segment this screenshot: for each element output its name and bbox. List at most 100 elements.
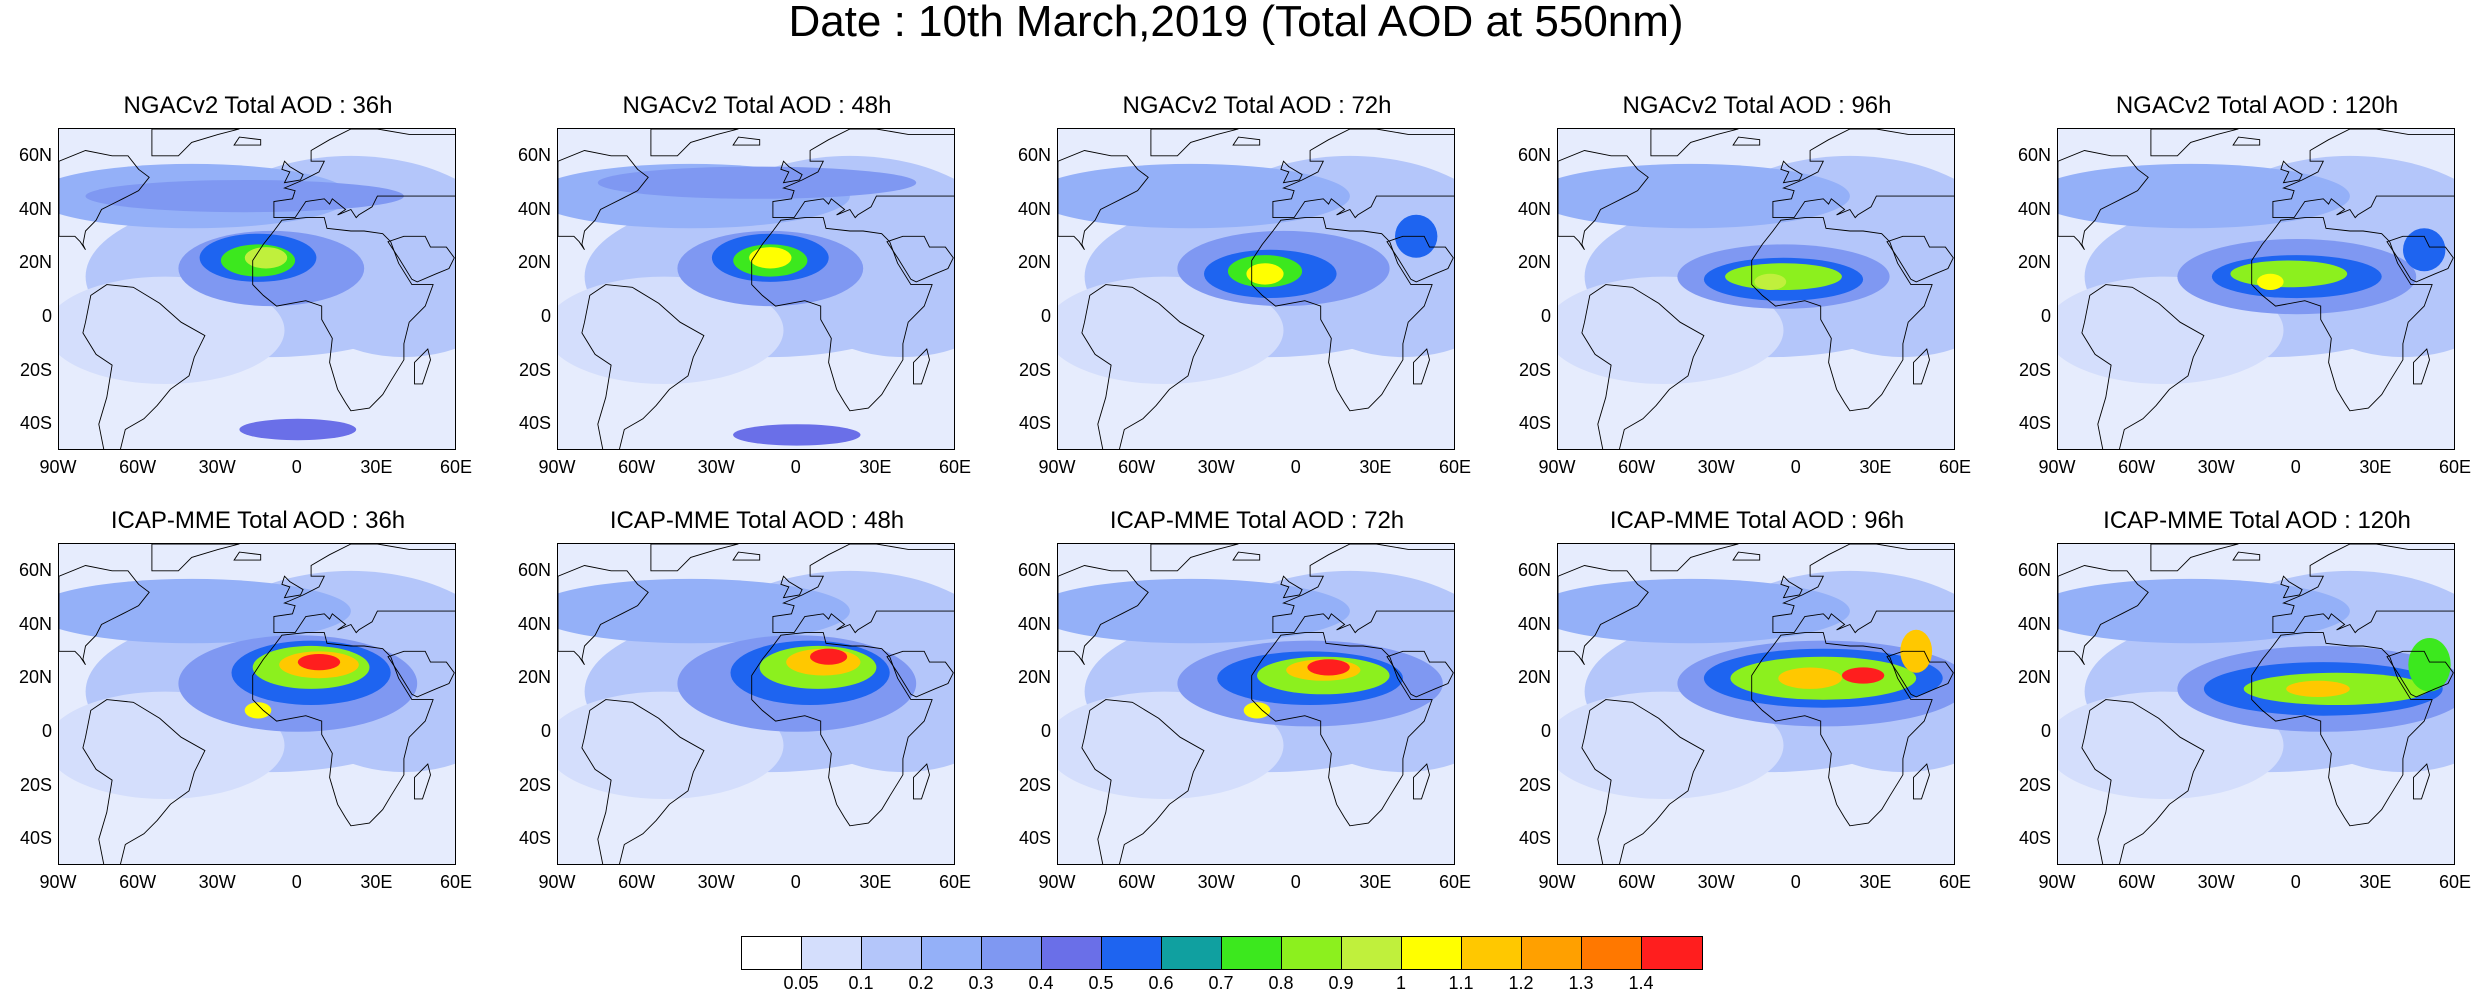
aod-map: [58, 128, 456, 450]
south-america-coastline: [2081, 699, 2205, 864]
lat-tick-label: 20N: [1517, 252, 1551, 273]
panel-title: ICAP-MME Total AOD : 36h: [110, 507, 406, 534]
aod-contour: [1058, 276, 1284, 384]
africa-coastline: [1751, 217, 1933, 412]
arabia-coastline: [387, 650, 455, 698]
lat-tick-label: 40N: [1517, 198, 1551, 219]
aod-map: [557, 543, 955, 865]
south-america-coastline: [2081, 284, 2205, 449]
colorbar-swatch: [1222, 937, 1282, 969]
lat-tick-label: 40N: [1017, 198, 1051, 219]
colorbar-level-label: 1.3: [1568, 973, 1594, 993]
iceland-coastline: [2232, 136, 2261, 146]
lat-tick-label: 20S: [518, 359, 551, 380]
aod-contour: [597, 166, 917, 199]
lon-tick-label: 60W: [2118, 457, 2156, 477]
colorbar-swatch: [982, 937, 1042, 969]
map-panel: NGACv2 Total AOD : 72h 60N 40N 20N 0 20S 40S 90…: [1018, 94, 1471, 477]
lon-tick-label: 30W: [2197, 457, 2235, 477]
north-america-coastline: [59, 150, 150, 251]
aod-field: [558, 544, 954, 864]
lon-tick-label: 30E: [360, 872, 393, 892]
africa-coastline: [252, 217, 434, 412]
madagascar-coastline: [1913, 348, 1930, 385]
colorbar-level-label: 0.3: [968, 973, 994, 993]
colorbar-swatch: [1462, 937, 1522, 969]
lon-tick-label: 90W: [1538, 872, 1576, 892]
britain-coastline: [1780, 575, 1803, 599]
europe-coastline: [273, 129, 455, 219]
lat-tick-label: 20N: [18, 667, 52, 688]
madagascar-coastline: [1413, 348, 1430, 385]
map-panel: ICAP-MME Total AOD : 96h 60N 40N 20N 0 20S 40S…: [1518, 509, 1971, 892]
lat-tick-label: 20N: [517, 667, 551, 688]
lon-tick-label: 0: [2290, 457, 2301, 477]
iceland-coastline: [1732, 136, 1761, 146]
greenland-coastline: [151, 544, 240, 572]
lat-tick-label: 60N: [2017, 559, 2051, 580]
lon-tick-label: 30E: [2359, 872, 2392, 892]
africa-coastline: [1251, 632, 1433, 827]
lon-tick-label: 30E: [859, 872, 892, 892]
aod-map: [1057, 543, 1455, 865]
aod-contour: [1058, 578, 1350, 644]
europe-coastline: [273, 544, 455, 634]
aod-contour: [2286, 680, 2350, 697]
lat-tick-label: 60N: [517, 144, 551, 165]
africa-coastline: [2251, 632, 2433, 827]
lon-tick-label: 90W: [39, 872, 77, 892]
lon-tick-label: 90W: [39, 457, 77, 477]
aod-map: [557, 128, 955, 450]
aod-contour: [1058, 691, 1284, 799]
colorbar-level-label: 0.7: [1208, 973, 1234, 993]
lat-tick-label: 40N: [517, 198, 551, 219]
lon-tick-label: 30W: [697, 457, 735, 477]
greenland-coastline: [2150, 544, 2239, 572]
panel-title: ICAP-MME Total AOD : 72h: [1109, 507, 1405, 534]
north-america-coastline: [558, 150, 649, 251]
lat-tick-label: 20N: [18, 252, 52, 273]
aod-contour: [244, 702, 272, 719]
north-america-coastline: [1558, 150, 1649, 251]
aod-map: [2057, 128, 2455, 450]
colorbar-swatch: [1102, 937, 1162, 969]
lon-tick-label: 60W: [119, 872, 157, 892]
lat-tick-label: 40S: [518, 828, 551, 849]
colorbar-swatch: [1402, 937, 1462, 969]
lon-tick-label: 90W: [2038, 872, 2076, 892]
north-america-coastline: [1558, 565, 1649, 666]
lat-tick-label: 40N: [18, 613, 52, 634]
lon-tick-label: 60E: [938, 872, 972, 892]
arabia-coastline: [1386, 650, 1454, 698]
aod-contour: [1558, 163, 1850, 229]
lon-tick-label: 30W: [1197, 872, 1235, 892]
britain-coastline: [780, 160, 803, 184]
lon-tick-label: 60W: [1618, 872, 1656, 892]
aod-map: [1557, 128, 1955, 450]
africa-coastline: [751, 217, 933, 412]
aod-field: [1558, 129, 1954, 449]
lon-tick-label: 90W: [538, 457, 576, 477]
africa-coastline: [751, 632, 933, 827]
europe-coastline: [1272, 544, 1454, 634]
lon-tick-label: 60W: [618, 872, 656, 892]
britain-coastline: [2280, 575, 2303, 599]
lat-tick-label: 0: [41, 305, 52, 326]
greenland-coastline: [1650, 544, 1739, 572]
lon-tick-label: 0: [790, 872, 801, 892]
map-panel: NGACv2 Total AOD : 96h 60N 40N 20N 0 20S 40S 90…: [1518, 94, 1971, 477]
madagascar-coastline: [913, 763, 930, 800]
panel-title: ICAP-MME Total AOD : 48h: [609, 507, 905, 534]
panel-title: NGACv2 Total AOD : 48h: [622, 92, 892, 119]
colorbar-swatch: [742, 937, 802, 969]
lat-tick-label: 20N: [1017, 667, 1051, 688]
map-panel: NGACv2 Total AOD : 36h 60N 40N 20N 0 20S 40S 90…: [19, 94, 472, 477]
lon-tick-label: 60W: [618, 457, 656, 477]
aod-field: [2058, 544, 2454, 864]
aod-field: [59, 544, 455, 864]
africa-coastline: [1751, 632, 1933, 827]
south-america-coastline: [82, 284, 206, 449]
map-panel: ICAP-MME Total AOD : 48h 60N 40N 20N 0 20S 40S…: [518, 509, 971, 892]
lat-tick-label: 20S: [2018, 359, 2051, 380]
lat-tick-label: 20S: [1518, 359, 1551, 380]
